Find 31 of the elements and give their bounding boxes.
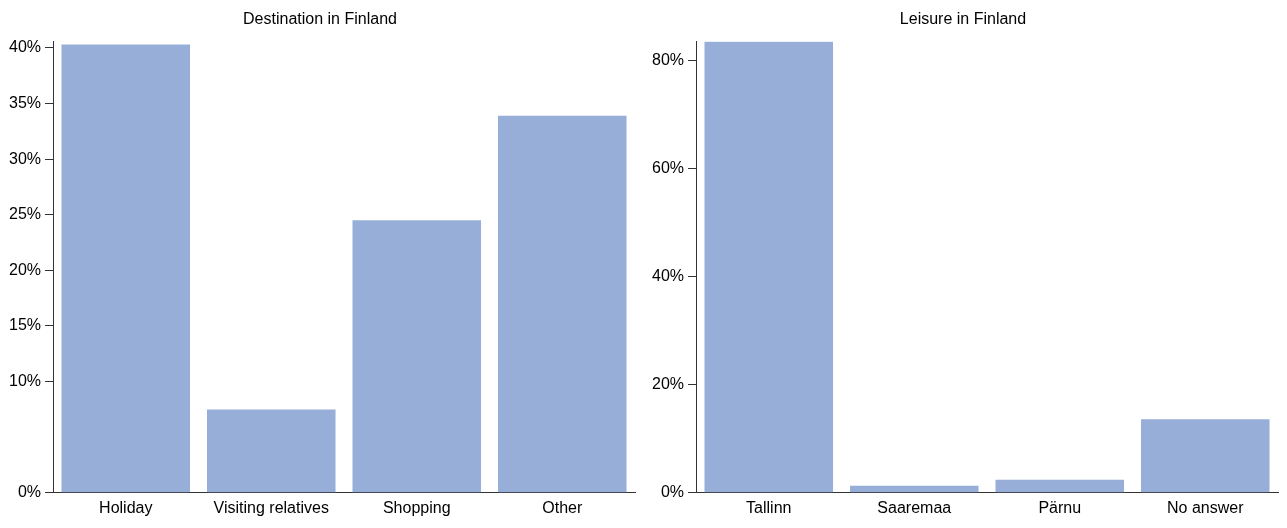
bar: [704, 41, 834, 493]
bar: [497, 115, 627, 493]
x-tick-label: Visiting relatives: [213, 498, 329, 516]
chart-title: Leisure in Finland: [899, 10, 1027, 28]
x-tick-label: No answer: [1167, 498, 1245, 516]
y-tick-label: 20%: [8, 260, 42, 278]
y-tick-label: 0%: [660, 483, 685, 501]
y-tick-label: 60%: [651, 159, 685, 177]
bar: [849, 485, 979, 493]
bar: [352, 220, 482, 493]
x-tick-label: Holiday: [99, 498, 153, 516]
y-tick-label: 10%: [8, 371, 42, 389]
y-tick-label: 15%: [8, 316, 42, 334]
x-tick-label: Other: [542, 498, 583, 516]
y-tick-label: 0%: [17, 483, 42, 501]
y-tick-label: 40%: [8, 38, 42, 56]
bar: [1140, 419, 1270, 493]
x-tick-label: Pärnu: [1038, 498, 1082, 516]
chart-title: Destination in Finland: [243, 10, 397, 28]
y-tick-label: 20%: [651, 375, 685, 393]
bar: [61, 44, 191, 493]
y-tick-label: 40%: [651, 267, 685, 285]
y-tick-label: 30%: [8, 149, 42, 167]
x-tick-label: Shopping: [382, 498, 451, 516]
x-tick-label: Tallinn: [746, 498, 792, 516]
y-tick-label: 35%: [8, 93, 42, 111]
bar: [206, 409, 336, 493]
bar: [995, 479, 1125, 493]
y-tick-label: 80%: [651, 51, 685, 69]
x-tick-label: Saaremaa: [877, 498, 952, 516]
y-tick-label: 25%: [8, 205, 42, 223]
